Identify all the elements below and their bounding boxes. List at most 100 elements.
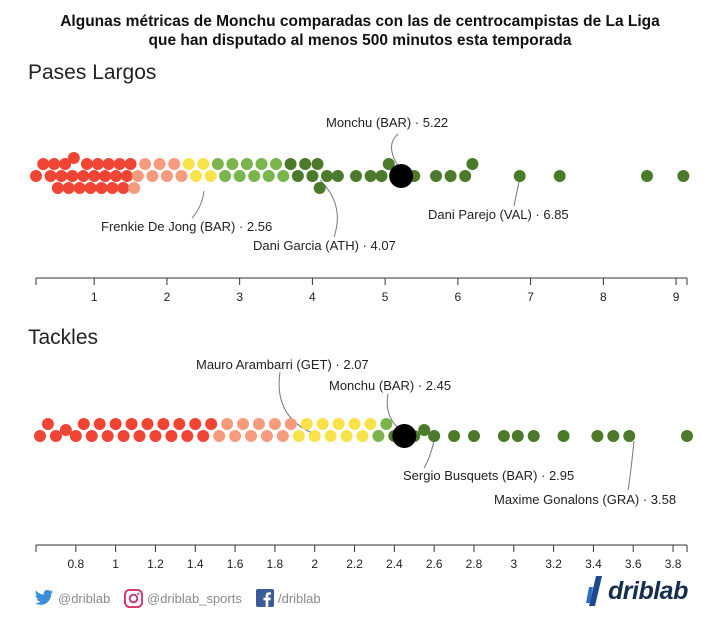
facebook-handle[interactable]: /driblab bbox=[256, 587, 321, 609]
x-tick-label: 6 bbox=[455, 290, 462, 304]
player-dot bbox=[113, 158, 126, 170]
player-dot bbox=[382, 158, 395, 170]
player-dot bbox=[448, 430, 461, 442]
player-dot bbox=[66, 170, 79, 182]
player-dot bbox=[255, 158, 268, 170]
x-tick-label: 3 bbox=[510, 557, 517, 570]
player-dot bbox=[284, 158, 297, 170]
player-dot bbox=[139, 158, 152, 170]
player-dot bbox=[340, 430, 353, 442]
x-ticks-pases-largos: 1 2 3 4 5 6 7 8 9 bbox=[91, 278, 680, 304]
player-dot bbox=[511, 430, 524, 442]
player-dot bbox=[262, 170, 275, 182]
player-dot bbox=[59, 424, 72, 436]
player-dot bbox=[30, 170, 42, 182]
player-dot bbox=[591, 430, 604, 442]
player-dot bbox=[623, 430, 636, 442]
player-dot bbox=[41, 418, 54, 430]
player-dot bbox=[268, 418, 281, 430]
player-dot bbox=[102, 158, 115, 170]
player-dot bbox=[467, 430, 480, 442]
connector-frenkie bbox=[191, 190, 205, 219]
chart-title: Algunas métricas de Monchu comparadas co… bbox=[0, 12, 720, 50]
player-dot bbox=[299, 158, 312, 170]
connector-highlight bbox=[386, 393, 399, 429]
player-dot bbox=[219, 170, 232, 182]
player-dot bbox=[99, 170, 112, 182]
player-dot bbox=[607, 430, 620, 442]
player-dot bbox=[237, 418, 250, 430]
player-dot bbox=[95, 182, 108, 194]
twitter-handle-text: @driblab bbox=[58, 590, 111, 606]
x-tick-label: 1.6 bbox=[227, 557, 244, 570]
player-dot bbox=[306, 170, 319, 182]
player-dot bbox=[168, 158, 181, 170]
label-monchu: Monchu (BAR) · 2.45 bbox=[329, 378, 451, 393]
panel-tackles: Tackles Mauro Arambarri (GET) · 2.07 Mon… bbox=[28, 326, 693, 570]
player-dot bbox=[69, 430, 82, 442]
player-dot bbox=[364, 418, 377, 430]
player-dot bbox=[120, 170, 133, 182]
player-dot bbox=[110, 170, 123, 182]
player-dot bbox=[311, 158, 324, 170]
player-dot bbox=[125, 418, 138, 430]
player-dot bbox=[313, 182, 326, 194]
label-busquets: Sergio Busquets (BAR) · 2.95 bbox=[403, 468, 574, 483]
x-tick-label: 1.8 bbox=[267, 557, 284, 570]
player-dot bbox=[51, 182, 64, 194]
player-dot bbox=[527, 430, 540, 442]
player-dot bbox=[557, 430, 570, 442]
player-dot bbox=[372, 430, 385, 442]
player-dot bbox=[44, 170, 57, 182]
player-dot bbox=[681, 430, 693, 442]
player-dot bbox=[190, 170, 203, 182]
panel-title-pases-largos: Pases Largos bbox=[28, 61, 156, 84]
player-dot bbox=[430, 170, 443, 182]
player-dot bbox=[197, 430, 210, 442]
player-dot bbox=[240, 158, 253, 170]
player-dot bbox=[213, 430, 226, 442]
x-tick-label: 1 bbox=[112, 557, 119, 570]
player-dot bbox=[67, 152, 80, 164]
x-tick-label: 2.4 bbox=[386, 557, 403, 570]
twitter-handle[interactable]: @driblab bbox=[34, 587, 110, 609]
player-dot bbox=[85, 430, 98, 442]
player-dot bbox=[428, 430, 441, 442]
title-line-1: Algunas métricas de Monchu comparadas co… bbox=[60, 13, 660, 30]
player-dot bbox=[553, 170, 566, 182]
player-dot bbox=[211, 158, 224, 170]
player-dot bbox=[77, 418, 90, 430]
player-dot bbox=[84, 182, 97, 194]
player-dot bbox=[141, 418, 154, 430]
driblab-wordmark: driblab bbox=[608, 576, 688, 605]
player-dot bbox=[117, 430, 130, 442]
x-tick-label: 3.6 bbox=[625, 557, 642, 570]
x-tick-label: 5 bbox=[382, 290, 389, 304]
connector-busquets bbox=[423, 440, 435, 469]
player-dot bbox=[677, 170, 690, 182]
label-gonalons: Maxime Gonalons (GRA) · 3.58 bbox=[494, 492, 676, 507]
player-dot bbox=[364, 170, 377, 182]
facebook-handle-text: /driblab bbox=[278, 590, 321, 606]
player-dot bbox=[124, 158, 137, 170]
player-dot bbox=[165, 430, 178, 442]
x-tick-label: 9 bbox=[673, 290, 680, 304]
player-dot bbox=[320, 170, 333, 182]
player-dot bbox=[131, 170, 144, 182]
player-dot bbox=[33, 430, 46, 442]
x-tick-label: 2.6 bbox=[426, 557, 443, 570]
beeswarm-charts: Pases Largos Monchu (BAR) · 5.22 Frenkie… bbox=[28, 61, 693, 570]
player-dot bbox=[189, 418, 202, 430]
player-dot bbox=[245, 430, 258, 442]
player-dot bbox=[221, 418, 234, 430]
player-dot bbox=[117, 182, 130, 194]
x-tick-label: 2 bbox=[311, 557, 318, 570]
player-dot bbox=[324, 430, 337, 442]
x-tick-label: 7 bbox=[527, 290, 534, 304]
player-dot bbox=[418, 424, 431, 436]
player-dot bbox=[204, 170, 217, 182]
player-dot bbox=[444, 170, 457, 182]
player-dot bbox=[291, 170, 304, 182]
instagram-handle[interactable]: @driblab_sports bbox=[124, 587, 242, 609]
player-dot bbox=[375, 170, 388, 182]
